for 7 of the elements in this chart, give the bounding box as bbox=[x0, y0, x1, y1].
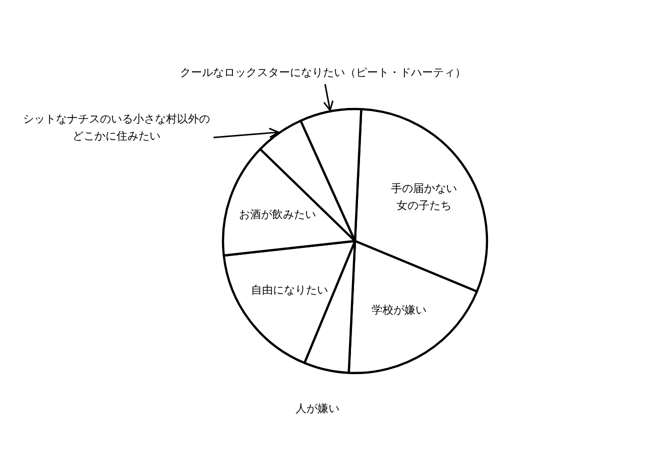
slice-label: 人が嫌い bbox=[296, 402, 340, 415]
slice-label: お酒が飲みたい bbox=[239, 208, 316, 221]
slice-label: シットなナチスのいる小さな村以外のどこかに住みたい bbox=[23, 112, 210, 142]
slice-label: 自由になりたい bbox=[251, 284, 328, 297]
slice-label: 手の届かない女の子たち bbox=[391, 182, 458, 212]
slice-label: クールなロックスターになりたい（ピート・ドハーティ） bbox=[180, 66, 466, 79]
slice-label: 学校が嫌い bbox=[371, 304, 426, 317]
